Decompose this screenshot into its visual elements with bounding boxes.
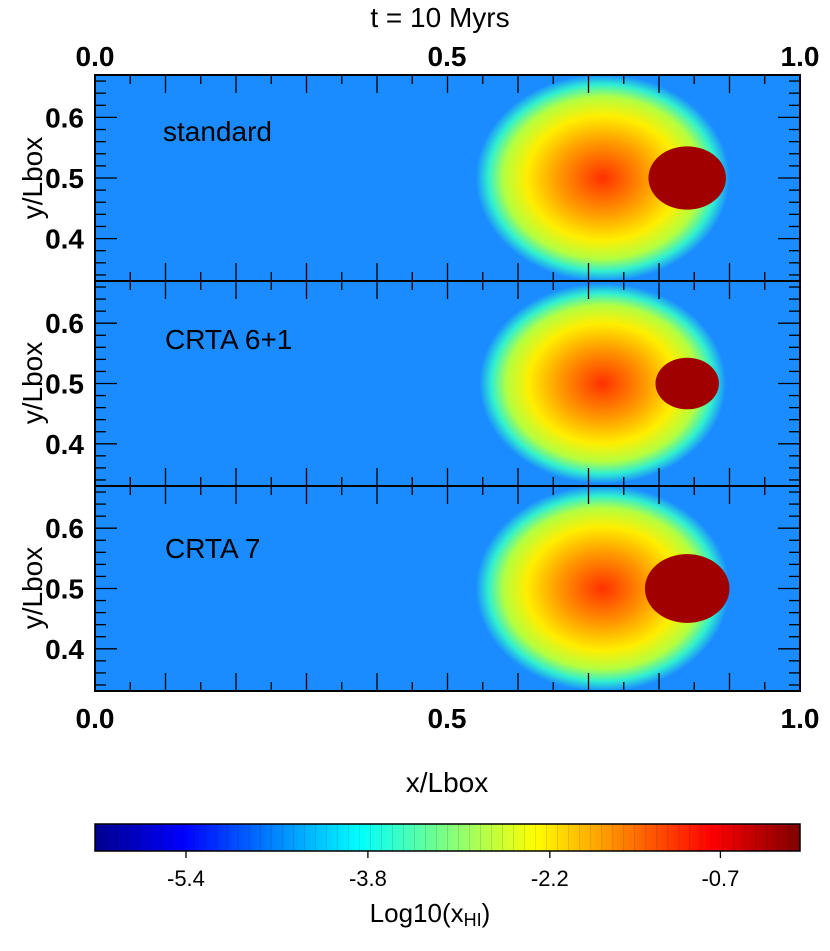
y-axis-label: y/Lbox [17,547,48,630]
colorbar: -5.4 -3.8 -2.2 -0.7 Log10(xHI) [94,823,801,930]
panel-crta-7: CRTA 7 0.6 0.5 0.4 y/Lbox [17,485,801,692]
y-tick-label: 0.6 [45,513,84,544]
ionized-region [479,283,726,484]
y-tick-label: 0.6 [45,102,84,133]
panel-ticks [94,486,801,691]
panel-standard: standard 0.6 0.5 0.4 y/Lbox [17,74,801,282]
y-tick-label: 0.4 [45,429,84,460]
y-tick-label: 0.5 [45,163,84,194]
x-axis-label: x/Lbox [406,767,489,798]
colorbar-bands [105,824,790,851]
ionized-region [475,75,730,281]
panel-crta-6-1: CRTA 6+1 0.6 0.5 0.4 y/Lbox [17,280,801,487]
y-tick-label: 0.6 [45,308,84,339]
colorbar-label: Log10(xHI) [370,898,491,930]
colorbar-tick-label: -0.7 [701,866,739,891]
bottom-x-tick-1: 0.5 [428,703,467,734]
y-axis-label: y/Lbox [17,137,48,220]
neutral-core [648,146,726,210]
colorbar-tick-label: -3.8 [349,866,387,891]
y-tick-label: 0.5 [45,369,84,400]
neutral-core [655,357,719,410]
panel-label-standard: standard [163,116,272,147]
colorbar-ticks [185,851,722,858]
ionized-region [475,486,730,691]
bottom-x-tick-2: 1.0 [781,703,820,734]
colorbar-gradient [95,824,800,851]
y-tick-label: 0.4 [45,224,84,255]
top-x-tick-0: 0.0 [76,41,115,72]
neutral-core [644,554,730,623]
top-x-tick-2: 1.0 [781,41,820,72]
panel-ticks [94,281,801,486]
y-tick-label: 0.4 [45,634,84,665]
colorbar-tick-label: -5.4 [167,866,205,891]
colorbar-tick-label: -2.2 [531,866,569,891]
panel-label-crta-7: CRTA 7 [165,533,260,564]
panel-ticks [94,75,801,281]
top-x-tick-1: 0.5 [428,41,467,72]
bottom-x-tick-0: 0.0 [76,703,115,734]
panel-label-crta-6-1: CRTA 6+1 [165,324,292,355]
chart-title: t = 10 Myrs [370,2,509,33]
y-axis-label: y/Lbox [17,342,48,425]
y-tick-label: 0.5 [45,574,84,605]
colorbar-frame [94,823,801,852]
